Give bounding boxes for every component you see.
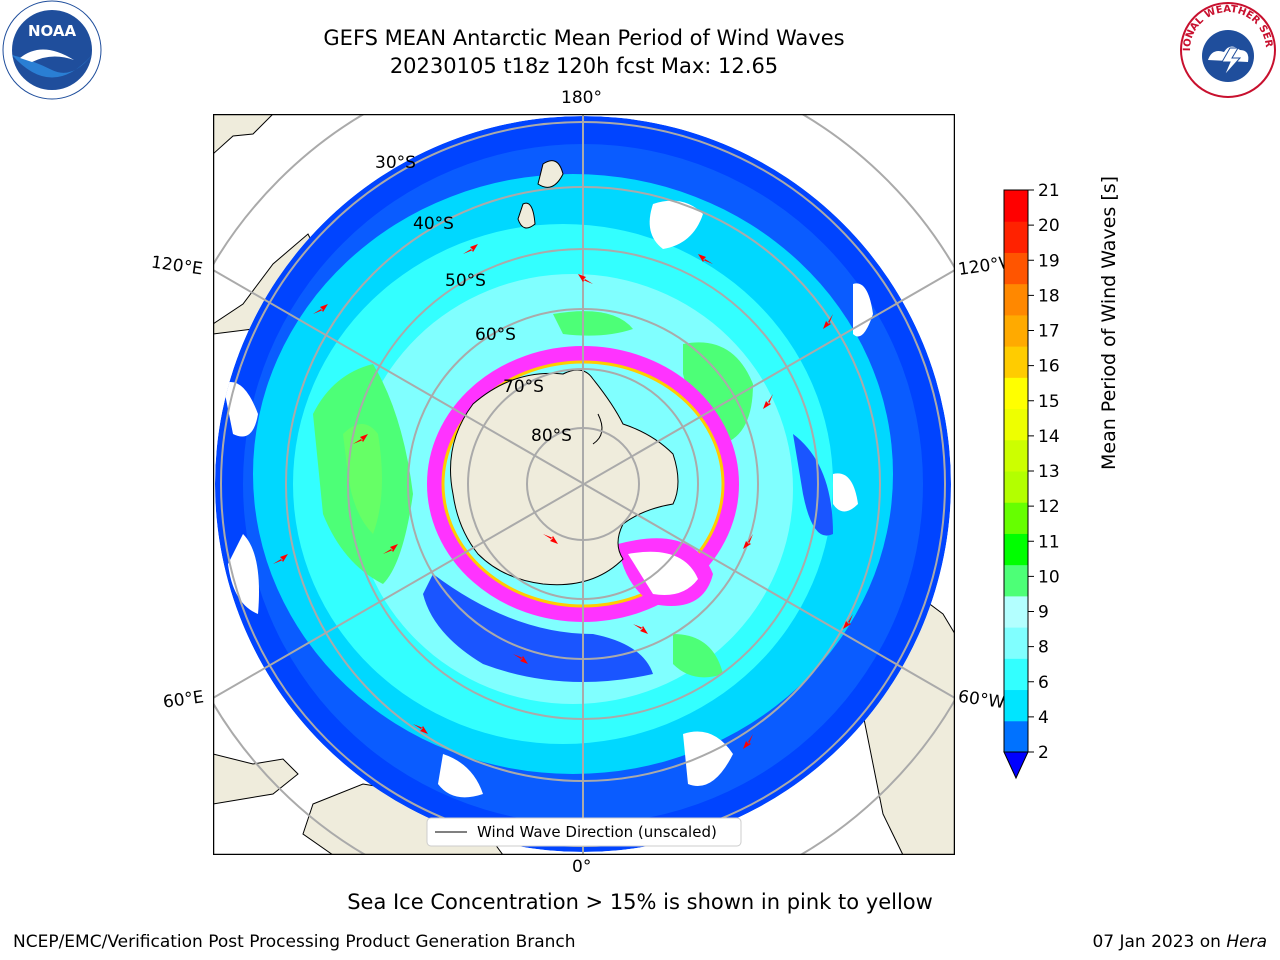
map-title: GEFS MEAN Antarctic Mean Period of Wind … [323,26,845,50]
colorbar-swatch [1004,439,1028,472]
wind-arrows [273,244,853,749]
colorbar: 2 4 6 8 9 10 11 12 13 14 15 16 17 18 19 20 21 [1003,181,1060,780]
colorbar-swatch [1004,346,1028,378]
svg-text:30°S: 30°S [375,153,416,173]
credit-line: NCEP/EMC/Verification Post Processing Pr… [13,932,576,952]
antarctica [450,369,679,586]
noaa-logo: NOAA [2,0,102,100]
colorbar-label: Mean Period of Wind Waves [s] [1098,175,1120,470]
colorbar-swatch [1004,190,1028,222]
svg-text:40°S: 40°S [413,214,454,234]
polar-map: Wind Wave Direction (unscaled) 30°S 40°S… [213,114,955,855]
lon-label-bottom: 0° [572,857,592,877]
colorbar-tick-label: 2 [1038,743,1049,763]
svg-text:50°S: 50°S [445,271,486,291]
colorbar-tick-label: 18 [1038,286,1060,306]
colorbar-tick-label: 11 [1038,532,1060,552]
colorbar-ticks: 2 4 6 8 9 10 11 12 13 14 15 16 17 18 19 20 21 [1028,181,1060,763]
latitude-labels: 30°S 40°S 50°S 60°S 70°S 80°S [375,153,572,446]
map-subtitle: 20230105 t18z 120h fcst Max: 12.65 [389,54,779,78]
colorbar-swatch [1004,471,1028,503]
lon-label-top: 180° [561,88,602,108]
colorbar-swatch [1004,720,1028,753]
colorbar-under-arrow [1003,751,1029,780]
colorbar-tick-label: 4 [1038,708,1049,728]
colorbar-swatch [1004,408,1028,441]
colorbar-tick-label: 13 [1038,462,1060,482]
generated-date: 07 Jan 2023 on Hera [1092,932,1267,952]
colorbar-swatch [1004,502,1028,534]
colorbar-tick-label: 19 [1038,251,1060,271]
colorbar-tick-label: 6 [1038,673,1049,693]
colorbar-tick-label: 17 [1038,322,1060,342]
colorbar-tick-label: 12 [1038,497,1060,517]
colorbar-tick-label: 15 [1038,392,1060,412]
legend-label: Wind Wave Direction (unscaled) [477,823,717,841]
colorbar-swatches [1003,189,1029,780]
colorbar-tick-label: 16 [1038,357,1060,377]
colorbar-tick-label: 14 [1038,427,1060,447]
svg-text:70°S: 70°S [503,377,544,397]
sea-ice-caption: Sea Ice Concentration > 15% is shown in … [347,890,933,914]
colorbar-swatch [1004,627,1028,659]
colorbar-tick-label: 20 [1038,216,1060,236]
map-legend: Wind Wave Direction (unscaled) [426,817,742,847]
svg-text:80°S: 80°S [531,426,572,446]
colorbar-swatch [1004,533,1028,566]
colorbar-swatch [1004,658,1028,691]
colorbar-swatch [1004,314,1028,347]
svg-text:60°S: 60°S [475,325,516,345]
svg-text:NOAA: NOAA [28,22,77,40]
colorbar-swatch [1004,252,1028,285]
colorbar-tick-label: 8 [1038,638,1049,658]
colorbar-tick-label: 21 [1038,181,1060,201]
colorbar-swatch [1004,377,1028,410]
nws-logo: NATIONAL WEATHER SERVICE [1178,0,1276,98]
colorbar-swatch [1004,564,1028,597]
colorbar-swatch [1004,283,1028,316]
lon-label-upper-left: 120°E [149,252,204,280]
colorbar-tick-label: 10 [1038,567,1060,587]
colorbar-swatch [1004,221,1028,253]
graticule [213,114,955,855]
colorbar-swatch [1004,595,1028,628]
colorbar-swatch [1004,689,1028,722]
lon-label-lower-left: 60°E [161,687,206,713]
colorbar-tick-label: 9 [1038,603,1049,623]
